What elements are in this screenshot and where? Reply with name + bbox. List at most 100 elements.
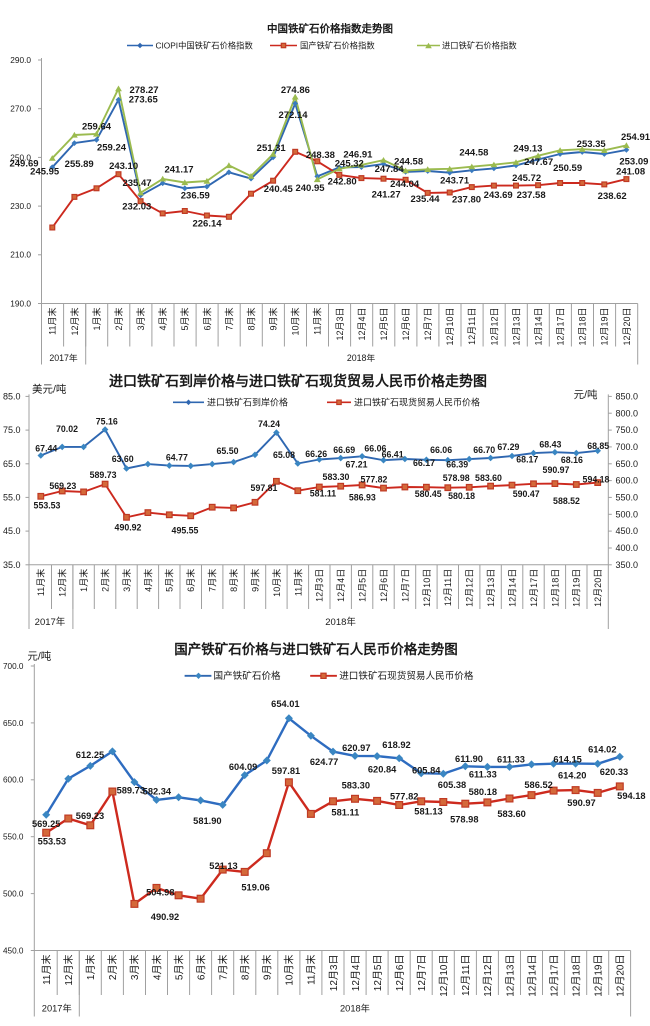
svg-text:237.80: 237.80 xyxy=(452,194,481,205)
svg-text:12月4日: 12月4日 xyxy=(357,308,367,341)
svg-text:550.0: 550.0 xyxy=(3,833,24,842)
svg-text:12月5日: 12月5日 xyxy=(379,308,389,341)
svg-text:236.59: 236.59 xyxy=(181,191,210,202)
svg-text:12月13日: 12月13日 xyxy=(486,569,496,607)
svg-text:569.23: 569.23 xyxy=(76,811,104,821)
svg-text:611.33: 611.33 xyxy=(497,755,525,765)
svg-text:495.55: 495.55 xyxy=(172,526,199,536)
svg-text:2017年: 2017年 xyxy=(49,352,78,363)
svg-text:800.0: 800.0 xyxy=(616,408,639,418)
svg-text:10月末: 10月末 xyxy=(271,569,282,597)
svg-text:元/吨: 元/吨 xyxy=(574,388,598,401)
svg-text:8月末: 8月末 xyxy=(245,308,256,331)
svg-text:CIOPI中国铁矿石价格指数: CIOPI中国铁矿石价格指数 xyxy=(156,40,254,50)
svg-text:274.86: 274.86 xyxy=(281,85,310,96)
svg-text:11月末: 11月末 xyxy=(35,569,46,596)
svg-text:618.92: 618.92 xyxy=(382,740,410,750)
svg-text:500.0: 500.0 xyxy=(3,890,24,899)
svg-text:63.60: 63.60 xyxy=(112,454,134,464)
svg-text:581.13: 581.13 xyxy=(414,806,442,816)
svg-text:12月20日: 12月20日 xyxy=(615,955,627,997)
svg-text:4月末: 4月末 xyxy=(142,569,153,592)
svg-text:245.72: 245.72 xyxy=(512,173,541,184)
svg-text:850.0: 850.0 xyxy=(616,392,639,402)
svg-text:270.0: 270.0 xyxy=(10,104,31,114)
svg-text:2月末: 2月末 xyxy=(106,955,119,981)
svg-text:67.21: 67.21 xyxy=(345,459,367,469)
svg-text:12月7日: 12月7日 xyxy=(400,569,410,602)
svg-text:12月20日: 12月20日 xyxy=(622,308,632,346)
svg-text:237.58: 237.58 xyxy=(517,190,546,201)
svg-text:75.0: 75.0 xyxy=(3,425,21,435)
svg-text:590.97: 590.97 xyxy=(567,798,595,808)
svg-text:国产铁矿石价格: 国产铁矿石价格 xyxy=(214,670,282,682)
svg-text:519.06: 519.06 xyxy=(241,882,269,892)
svg-text:66.06: 66.06 xyxy=(364,444,386,454)
svg-text:12月7日: 12月7日 xyxy=(423,308,433,341)
svg-text:247.67: 247.67 xyxy=(524,157,553,168)
svg-text:66.06: 66.06 xyxy=(430,445,452,455)
svg-text:588.52: 588.52 xyxy=(553,496,580,506)
svg-text:12月末: 12月末 xyxy=(69,308,80,336)
svg-text:65.50: 65.50 xyxy=(216,446,238,456)
svg-text:611.33: 611.33 xyxy=(469,770,497,780)
svg-text:66.41: 66.41 xyxy=(382,450,404,460)
svg-text:243.71: 243.71 xyxy=(440,176,470,187)
svg-text:245.32: 245.32 xyxy=(335,159,364,170)
svg-text:244.04: 244.04 xyxy=(390,179,420,190)
svg-text:190.0: 190.0 xyxy=(10,298,31,308)
svg-text:9月末: 9月末 xyxy=(261,955,274,981)
svg-text:7月末: 7月末 xyxy=(223,308,234,331)
svg-text:7月末: 7月末 xyxy=(207,569,218,592)
svg-text:12月12日: 12月12日 xyxy=(465,569,475,607)
svg-text:12月14日: 12月14日 xyxy=(508,569,518,607)
svg-text:7月末: 7月末 xyxy=(217,955,230,981)
svg-text:226.14: 226.14 xyxy=(192,218,222,229)
svg-text:251.31: 251.31 xyxy=(257,143,287,154)
svg-text:620.33: 620.33 xyxy=(600,767,628,777)
svg-text:247.84: 247.84 xyxy=(375,164,405,175)
svg-text:259.24: 259.24 xyxy=(97,142,127,153)
svg-text:68.85: 68.85 xyxy=(587,441,609,451)
svg-text:242.80: 242.80 xyxy=(328,177,357,188)
svg-text:55.0: 55.0 xyxy=(3,493,21,503)
svg-text:580.18: 580.18 xyxy=(448,491,475,501)
svg-text:12月4日: 12月4日 xyxy=(336,569,346,602)
svg-text:700.0: 700.0 xyxy=(3,662,24,671)
svg-text:12月6日: 12月6日 xyxy=(394,955,406,992)
svg-text:75.16: 75.16 xyxy=(96,417,118,427)
svg-text:进口铁矿石现货贸易人民币价格: 进口铁矿石现货贸易人民币价格 xyxy=(354,396,480,407)
svg-text:248.38: 248.38 xyxy=(306,150,335,161)
svg-text:12月11日: 12月11日 xyxy=(443,569,453,606)
svg-text:3月末: 3月末 xyxy=(128,955,141,981)
svg-text:6月末: 6月末 xyxy=(201,308,212,331)
svg-text:604.09: 604.09 xyxy=(229,762,257,772)
svg-text:11月末: 11月末 xyxy=(292,569,303,596)
svg-text:68.43: 68.43 xyxy=(539,439,561,449)
svg-text:4月末: 4月末 xyxy=(150,955,163,981)
svg-text:589.73: 589.73 xyxy=(117,785,145,795)
svg-text:273.65: 273.65 xyxy=(129,95,159,106)
svg-text:12月19日: 12月19日 xyxy=(572,569,582,607)
svg-text:624.77: 624.77 xyxy=(310,757,338,767)
svg-text:1月末: 1月末 xyxy=(78,569,89,592)
svg-text:594.18: 594.18 xyxy=(583,474,610,484)
svg-text:11月末: 11月末 xyxy=(305,955,318,985)
svg-text:10月末: 10月末 xyxy=(283,955,296,986)
svg-text:650.0: 650.0 xyxy=(3,719,24,728)
svg-text:12月3日: 12月3日 xyxy=(315,569,325,602)
svg-text:12月10日: 12月10日 xyxy=(438,955,450,997)
svg-text:243.10: 243.10 xyxy=(109,161,138,172)
svg-text:12月10日: 12月10日 xyxy=(422,569,432,607)
svg-text:244.58: 244.58 xyxy=(394,157,423,168)
svg-text:238.62: 238.62 xyxy=(598,191,627,202)
svg-text:8月末: 8月末 xyxy=(239,955,252,981)
svg-text:582.34: 582.34 xyxy=(143,787,172,797)
svg-text:583.30: 583.30 xyxy=(323,472,350,482)
svg-text:569.25: 569.25 xyxy=(32,819,60,829)
svg-text:3月末: 3月末 xyxy=(121,569,132,592)
svg-text:590.97: 590.97 xyxy=(543,465,570,475)
svg-text:500.0: 500.0 xyxy=(616,509,639,519)
svg-text:2018年: 2018年 xyxy=(340,1002,370,1013)
svg-text:12月14日: 12月14日 xyxy=(526,955,538,997)
